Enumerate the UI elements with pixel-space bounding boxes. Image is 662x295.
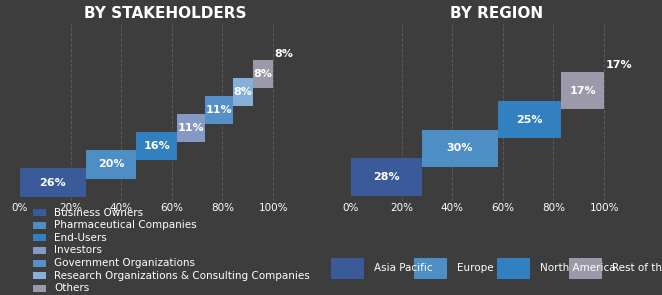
- Bar: [32, 260, 46, 267]
- Text: 20%: 20%: [98, 160, 124, 170]
- Bar: [561, 72, 604, 109]
- Text: End-Users: End-Users: [54, 233, 107, 243]
- Title: BY REGION: BY REGION: [450, 6, 543, 21]
- Bar: [32, 234, 46, 241]
- Text: 8%: 8%: [254, 69, 273, 79]
- Bar: [205, 96, 232, 124]
- Bar: [32, 247, 46, 254]
- Bar: [422, 130, 498, 167]
- Text: Europe: Europe: [457, 263, 493, 273]
- Text: Research Organizations & Consulting Companies: Research Organizations & Consulting Comp…: [54, 271, 310, 281]
- Bar: [351, 158, 422, 196]
- Text: 8%: 8%: [233, 87, 252, 97]
- Text: 28%: 28%: [373, 172, 400, 182]
- Text: 11%: 11%: [205, 105, 232, 115]
- Bar: [569, 258, 602, 279]
- Bar: [498, 101, 561, 138]
- Text: 30%: 30%: [447, 143, 473, 153]
- Bar: [177, 114, 205, 142]
- Text: Rest of the World: Rest of the World: [612, 263, 662, 273]
- Bar: [496, 258, 530, 279]
- Text: 8%: 8%: [275, 49, 293, 59]
- Text: 17%: 17%: [606, 60, 632, 70]
- Text: 16%: 16%: [143, 141, 170, 151]
- Bar: [253, 60, 273, 88]
- Bar: [32, 222, 46, 229]
- Text: 26%: 26%: [40, 178, 66, 188]
- Bar: [414, 258, 447, 279]
- Text: Investors: Investors: [54, 245, 102, 255]
- Text: Asia Pacific: Asia Pacific: [374, 263, 433, 273]
- Text: Pharmaceutical Companies: Pharmaceutical Companies: [54, 220, 197, 230]
- Bar: [32, 285, 46, 292]
- Text: Government Organizations: Government Organizations: [54, 258, 195, 268]
- Bar: [136, 132, 177, 160]
- Bar: [20, 168, 85, 196]
- Text: Business Owners: Business Owners: [54, 208, 143, 218]
- Bar: [32, 209, 46, 216]
- Text: Others: Others: [54, 283, 89, 294]
- Text: 17%: 17%: [569, 86, 596, 96]
- Bar: [85, 150, 136, 178]
- Text: 11%: 11%: [177, 123, 204, 133]
- Bar: [232, 78, 253, 106]
- Text: 25%: 25%: [516, 114, 543, 124]
- Bar: [331, 258, 364, 279]
- Title: BY STAKEHOLDERS: BY STAKEHOLDERS: [84, 6, 247, 21]
- Text: North America: North America: [540, 263, 615, 273]
- Bar: [32, 272, 46, 279]
